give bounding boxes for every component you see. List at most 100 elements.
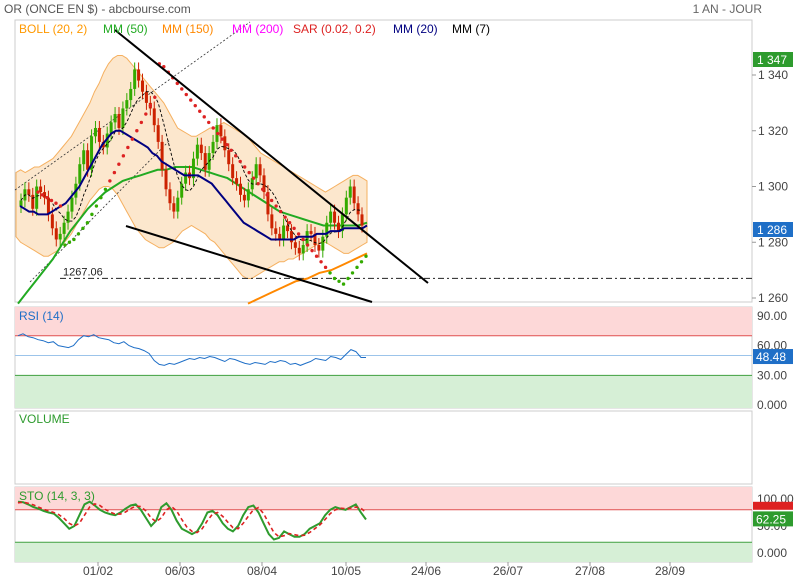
candle-body [293, 242, 297, 248]
sar-dot [67, 240, 72, 244]
last-price-tag: 1 286 [757, 223, 787, 237]
candle-body [317, 245, 321, 251]
candle-body [156, 125, 160, 142]
candle-body [356, 203, 360, 215]
candle-body [297, 247, 301, 254]
candle-body [211, 141, 215, 154]
legend-item: SAR (0.02, 0.2) [293, 22, 376, 36]
sar-dot [350, 271, 355, 275]
sar-dot [130, 137, 135, 141]
candle-body [27, 189, 31, 195]
sar-dot [314, 254, 319, 258]
sar-dot [278, 209, 283, 214]
sar-dot [332, 276, 337, 281]
candle-body [340, 214, 344, 232]
sar-dot [40, 193, 45, 197]
sar-dot [216, 131, 220, 136]
candle-body [329, 211, 333, 223]
sar-dot [103, 187, 108, 191]
legend-item: BOLL (20, 2) [19, 22, 87, 36]
x-tick-label: 08/04 [247, 564, 277, 578]
sar-dot [211, 126, 215, 130]
candle-body [31, 194, 35, 209]
sar-dot [139, 120, 144, 125]
sar-dot [220, 137, 224, 141]
legend-item: MM (20) [393, 22, 438, 36]
sar-dot [337, 279, 341, 283]
sar-dot [144, 112, 148, 116]
x-tick-label: 27/08 [575, 564, 605, 578]
rsi-tick-label: 90.00 [757, 309, 787, 323]
candle-body [289, 231, 293, 243]
y-tick-label: 1 340 [758, 68, 788, 82]
period-label: 1 AN - JOUR [692, 2, 762, 16]
sar-dot [148, 103, 153, 108]
candle-body [50, 214, 54, 229]
candle-body [333, 211, 337, 223]
sar-dot [112, 170, 117, 175]
x-tick-label: 24/06 [411, 564, 441, 578]
x-tick-label: 01/02 [83, 564, 113, 578]
sar-dot [76, 232, 81, 236]
sar-dot [319, 260, 323, 264]
x-tick-label: 06/03 [165, 564, 195, 578]
sar-dot [175, 81, 179, 86]
candle-body [336, 222, 340, 232]
last-price-tag-bg [753, 222, 793, 237]
candle-body [39, 186, 43, 193]
candle-body [195, 144, 199, 159]
sar-dot [108, 179, 112, 183]
sar-dot [94, 204, 99, 208]
sar-dot [292, 226, 296, 231]
candle-body [266, 192, 270, 215]
rsi-line [17, 333, 366, 366]
trendline-support [125, 225, 373, 303]
rsi-tick-label: 30.00 [757, 368, 787, 382]
candle-body [278, 233, 282, 240]
candle-body [82, 150, 86, 165]
rsi-value-tag-bg [753, 349, 793, 365]
rsi-oversold-zone [15, 375, 752, 408]
sar-dot [283, 215, 287, 219]
candle-body [321, 236, 325, 251]
candle-body [191, 158, 195, 179]
candle-body [305, 231, 309, 246]
candle-body [141, 80, 145, 92]
candle-body [35, 186, 39, 209]
candle-body [93, 127, 97, 137]
mm150-line [247, 252, 368, 305]
candle-body [137, 69, 141, 81]
sar-dot [346, 276, 350, 281]
candle-body [262, 175, 266, 193]
candle-body [219, 125, 223, 137]
sar-dot [121, 154, 126, 158]
panel-frame-2 [14, 410, 753, 485]
candle-body [270, 214, 274, 229]
rsi-title: RSI (14) [19, 309, 64, 323]
y-tick-label: 1 320 [758, 124, 788, 138]
candle-body [309, 231, 313, 234]
sar-dot [85, 221, 90, 225]
sar-dot [341, 282, 346, 286]
x-tick-label: 26/07 [493, 564, 523, 578]
candle-body [258, 164, 262, 176]
mm7-line [20, 91, 363, 245]
rsi-overbought-zone [15, 307, 752, 336]
sar-dot [189, 98, 193, 102]
sar-dot [274, 204, 278, 208]
candle-body [54, 228, 58, 240]
candle-body [19, 200, 23, 207]
candle-body [168, 189, 172, 204]
volume-title: VOLUME [19, 412, 70, 426]
sar-dot [126, 145, 130, 150]
sar-dot [117, 162, 121, 166]
candle-body [313, 233, 317, 246]
sar-dot [328, 271, 332, 275]
candle-body [325, 222, 329, 237]
candle-body [164, 169, 168, 190]
candle-body [235, 178, 239, 184]
sar-dot [72, 237, 76, 242]
candle-body [344, 197, 348, 215]
legend-item: MM (7) [452, 22, 490, 36]
channel-line-upper [14, 21, 251, 191]
